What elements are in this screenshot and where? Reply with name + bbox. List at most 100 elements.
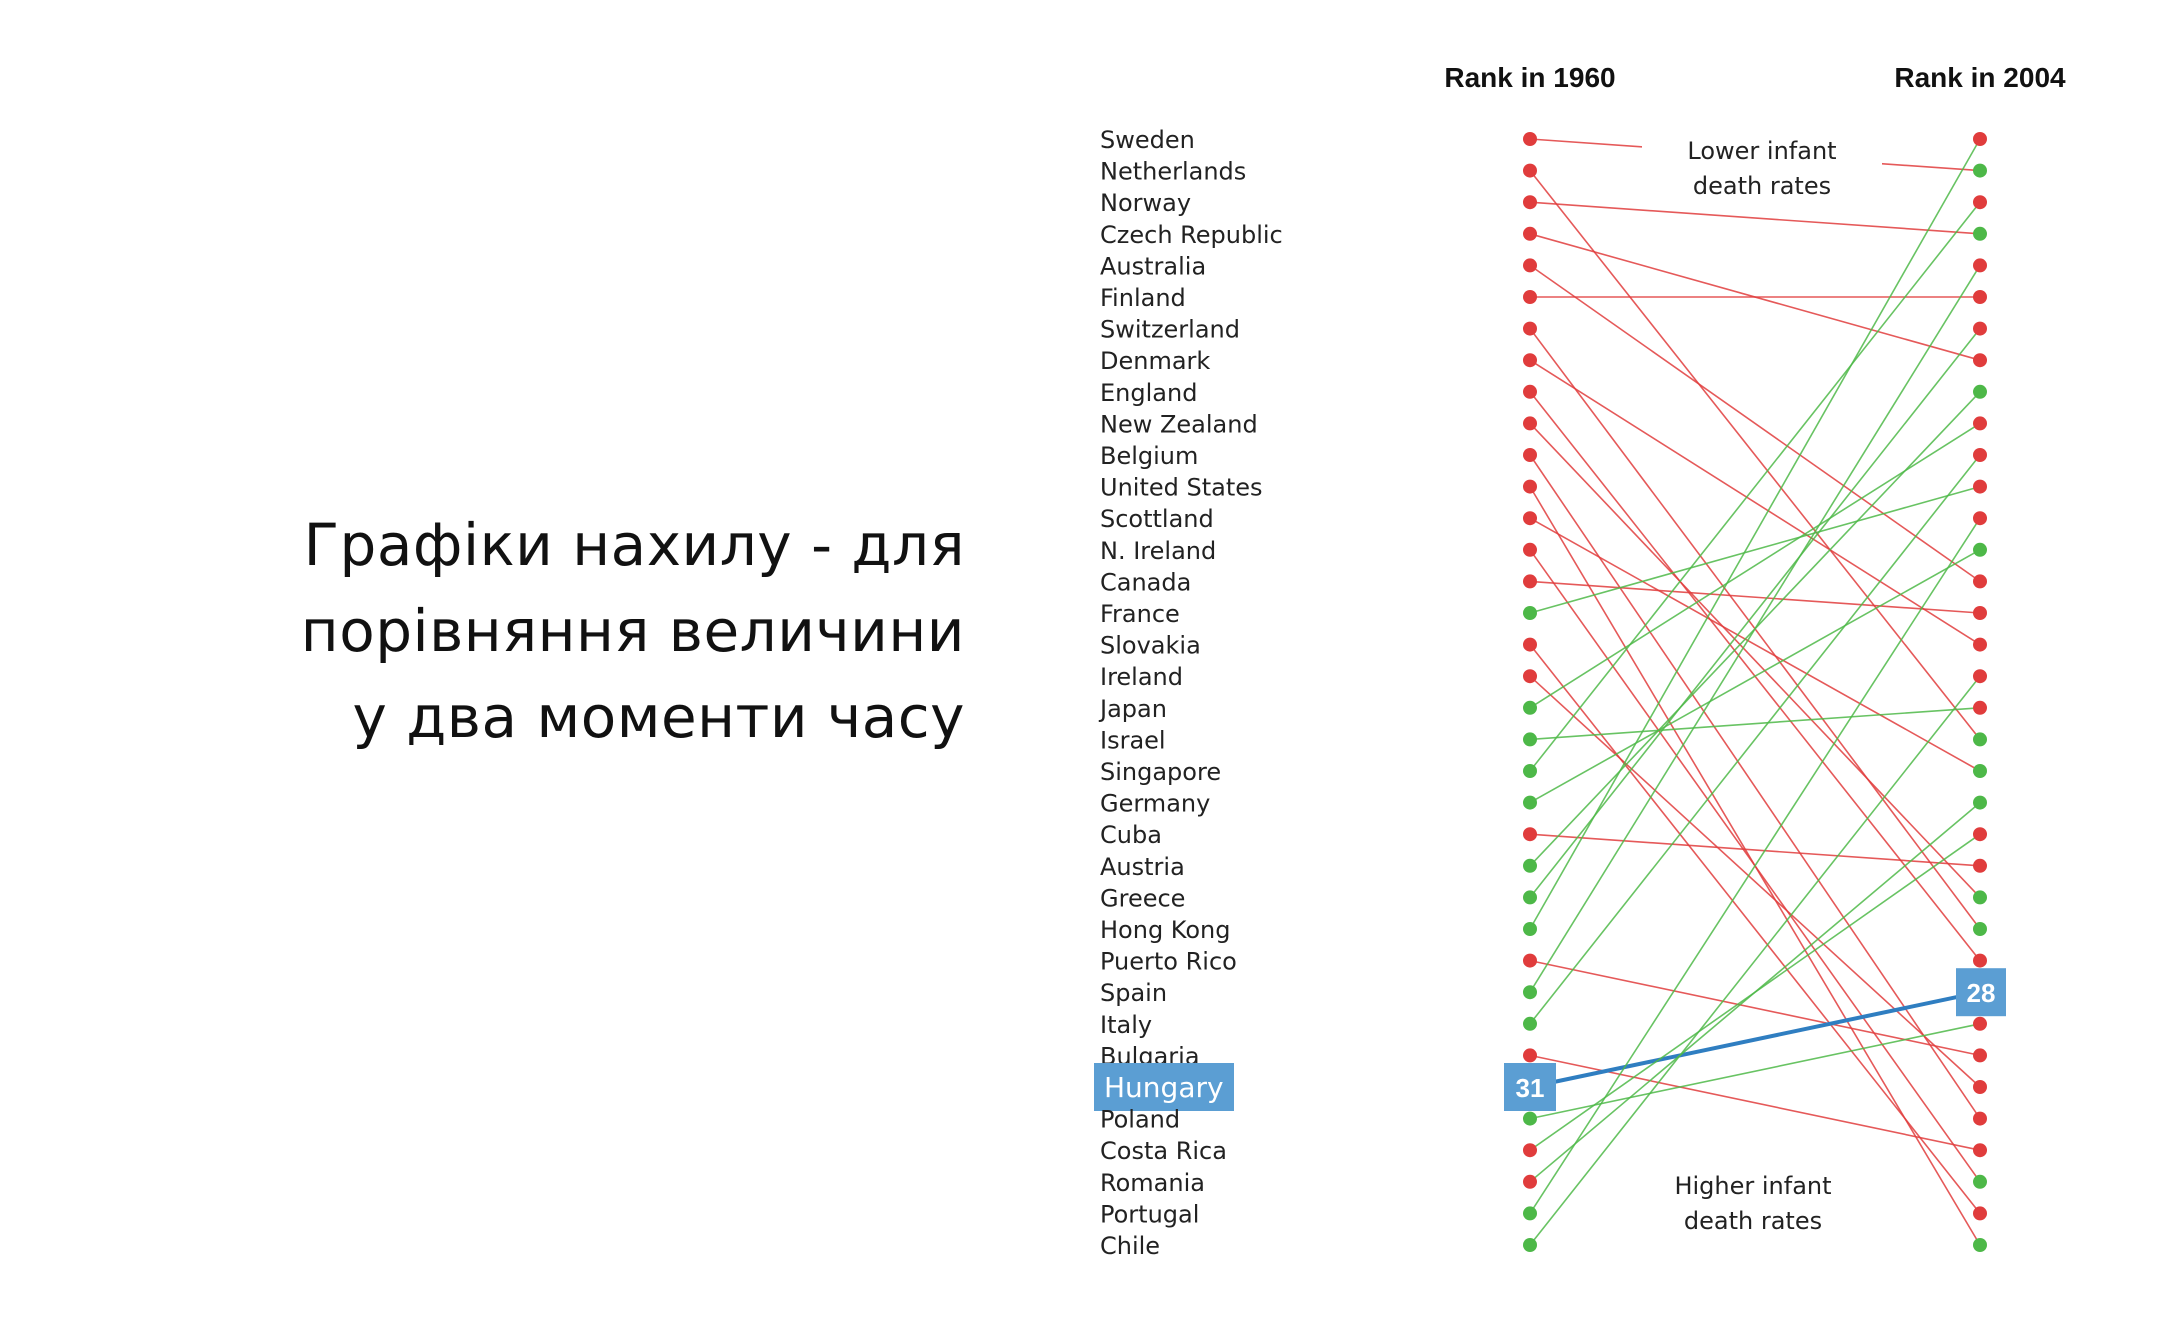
country-label-greece: Greece <box>1100 884 1185 912</box>
slope-line-denmark <box>1529 359 1981 646</box>
slope-line-france <box>1529 485 1981 614</box>
country-label-germany: Germany <box>1100 790 1210 818</box>
country-label-poland: Poland <box>1100 1106 1180 1134</box>
rank-badge-1960 <box>1504 1063 1556 1111</box>
dot-2004-poland <box>1973 1016 1987 1031</box>
dot-1960-japan <box>1523 700 1537 715</box>
country-label-sweden: Sweden <box>1100 126 1195 154</box>
column-header-1960: Rank in 1960 <box>1444 62 1615 93</box>
dot-1960-chile <box>1523 1238 1537 1252</box>
dot-2004-canada <box>1973 606 1987 620</box>
dot-2004-ireland <box>1973 1080 1987 1094</box>
slope-line-portugal <box>1529 517 1981 1214</box>
country-label-n-ireland: N. Ireland <box>1100 537 1216 565</box>
annotation-top-line-2: death rates <box>1693 172 1831 200</box>
dot-2004-slovakia <box>1973 1206 1987 1221</box>
slope-line-chile <box>1529 675 1981 1246</box>
slope-line-singapore <box>1529 201 1981 772</box>
dot-2004-united-states <box>1973 1238 1987 1252</box>
slope-line-japan <box>1529 422 1981 709</box>
slope-line-romania <box>1529 801 1981 1183</box>
dot-2004-switzerland <box>1973 922 1987 936</box>
dot-1960-sweden <box>1523 132 1537 146</box>
slope-lines <box>1529 138 1981 1246</box>
slope-line-netherlands <box>1529 170 1981 740</box>
annotation-bottom-line-1: Higher infant <box>1674 1172 1831 1200</box>
dot-2004-sweden <box>1973 163 1987 178</box>
annotation-bottom-mask <box>1633 1160 1873 1238</box>
country-label-belgium: Belgium <box>1100 442 1198 470</box>
dot-2004-new-zealand <box>1973 890 1987 905</box>
dot-2004-netherlands <box>1973 732 1987 747</box>
dot-1960-spain <box>1523 985 1537 1000</box>
dot-1960-finland <box>1523 290 1537 304</box>
country-label-japan: Japan <box>1098 695 1167 723</box>
dot-1960-costa-rica <box>1523 1143 1537 1158</box>
country-label-canada: Canada <box>1100 568 1191 596</box>
dot-2004-spain <box>1973 258 1987 273</box>
country-label-scottland: Scottland <box>1100 505 1214 533</box>
dot-1960-canada <box>1523 574 1537 589</box>
dot-1960-romania <box>1523 1174 1537 1189</box>
rank-badge-1960-value: 31 <box>1516 1073 1545 1103</box>
dot-1960-belgium <box>1523 448 1537 462</box>
country-label-czech-republic: Czech Republic <box>1100 221 1283 249</box>
slope-line-hungary <box>1529 990 1981 1089</box>
dot-2004-puerto-rico <box>1973 1048 1987 1063</box>
dot-2004-chile <box>1973 669 1987 684</box>
slope-line-greece <box>1529 328 1981 898</box>
dot-1960-israel <box>1523 732 1537 747</box>
country-label-switzerland: Switzerland <box>1100 316 1240 344</box>
dot-1960-hong-kong <box>1523 922 1537 936</box>
country-label-united-states: United States <box>1100 474 1263 502</box>
slope-line-poland <box>1529 1023 1981 1120</box>
dot-2004-greece <box>1973 321 1987 336</box>
dot-1960-portugal <box>1523 1206 1537 1221</box>
country-label-norway: Norway <box>1100 189 1191 217</box>
dot-2004-germany <box>1973 542 1987 557</box>
country-label-chile: Chile <box>1100 1232 1160 1260</box>
dot-1960-norway <box>1523 195 1537 210</box>
dot-1960-cuba <box>1523 827 1537 842</box>
slope-line-hong-kong <box>1529 138 1981 930</box>
slope-line-germany <box>1529 549 1981 804</box>
country-label-portugal: Portugal <box>1100 1200 1199 1228</box>
dot-2004-bulgaria <box>1973 1143 1987 1158</box>
dot-2004-romania <box>1973 795 1987 810</box>
slope-line-canada <box>1529 580 1981 614</box>
dot-2004-austria <box>1973 384 1987 399</box>
country-label-israel: Israel <box>1100 726 1166 754</box>
dot-2004-n-ireland <box>1973 1174 1987 1189</box>
country-label-romania: Romania <box>1100 1169 1205 1197</box>
dot-1960-austria <box>1523 858 1537 873</box>
dot-1960-czech-republic <box>1523 226 1537 241</box>
dot-1960-england <box>1523 384 1537 399</box>
country-label-costa-rica: Costa Rica <box>1100 1137 1227 1165</box>
slope-line-israel <box>1529 707 1981 741</box>
dot-2004-finland <box>1973 290 1987 304</box>
slide-title-line-2: порівняння величини <box>300 597 965 665</box>
slope-line-new-zealand <box>1529 422 1981 898</box>
slope-line-slovakia <box>1529 644 1981 1214</box>
dot-1960-slovakia <box>1523 637 1537 652</box>
slope-line-belgium <box>1529 454 1981 1120</box>
dot-1960-n-ireland <box>1523 542 1537 557</box>
dot-1960-scottland <box>1523 511 1537 526</box>
country-label-netherlands: Netherlands <box>1100 158 1246 186</box>
slope-line-ireland <box>1529 675 1981 1088</box>
dot-1960-greece <box>1523 890 1537 905</box>
rank-dots: 31 28 <box>1504 132 2006 1252</box>
slope-line-norway <box>1529 201 1981 235</box>
dot-1960-australia <box>1523 258 1537 273</box>
dot-1960-germany <box>1523 795 1537 810</box>
country-label-hungary: Hungary <box>1104 1071 1224 1104</box>
country-labels: Sweden Netherlands Norway Czech Republic Aus… <box>1094 126 1283 1260</box>
rank-badge-2004 <box>1956 968 2006 1017</box>
dot-1960-bulgaria <box>1523 1048 1537 1063</box>
country-label-hong-kong: Hong Kong <box>1100 916 1230 944</box>
annotations: Lower infant death rates Higher infant deat… <box>1633 125 1882 1238</box>
country-label-austria: Austria <box>1100 853 1185 881</box>
dot-2004-czech-republic <box>1973 353 1987 368</box>
highlight-label-box <box>1094 1063 1234 1111</box>
